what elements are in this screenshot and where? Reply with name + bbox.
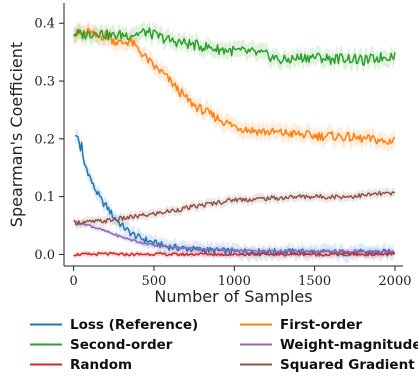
- x-tick-label: 0: [69, 274, 77, 289]
- x-tick-label: 2000: [378, 274, 411, 289]
- y-tick-label: 0.1: [34, 190, 55, 205]
- y-tick-label: 0.3: [34, 75, 55, 90]
- legend-label: Random: [70, 357, 132, 373]
- series-line: [73, 27, 396, 145]
- y-tick-label: 0.0: [34, 248, 55, 263]
- axes: [59, 3, 403, 271]
- legend-label: Second-order: [70, 337, 173, 353]
- series-line: [73, 27, 396, 66]
- legend-label: Loss (Reference): [70, 317, 198, 333]
- x-tick-label: 500: [142, 274, 167, 289]
- legend-label: First-order: [280, 317, 362, 333]
- legend-label: Squared Gradient: [280, 357, 415, 373]
- x-tick-label: 1000: [218, 274, 251, 289]
- confidence-bands: [73, 19, 395, 263]
- legend-label: Weight-magnitude: [280, 337, 418, 353]
- series-line: [74, 221, 395, 254]
- series-line: [73, 251, 396, 257]
- y-tick-label: 0.2: [34, 132, 55, 147]
- x-tick-label: 1500: [298, 274, 331, 289]
- y-axis-label: Spearman's Coefficient: [7, 42, 26, 227]
- series-line: [73, 190, 396, 226]
- tick-labels: 0 500 1000 1500 2000 0.0 0.1 0.2 0.3 0.4: [34, 17, 411, 289]
- legend: Loss (Reference) First-order Second-order W…: [30, 317, 418, 373]
- x-axis-label: Number of Samples: [154, 287, 312, 306]
- y-tick-label: 0.4: [34, 17, 55, 32]
- series-band: [75, 128, 394, 263]
- series-band: [73, 19, 395, 74]
- series-lines: [73, 27, 396, 257]
